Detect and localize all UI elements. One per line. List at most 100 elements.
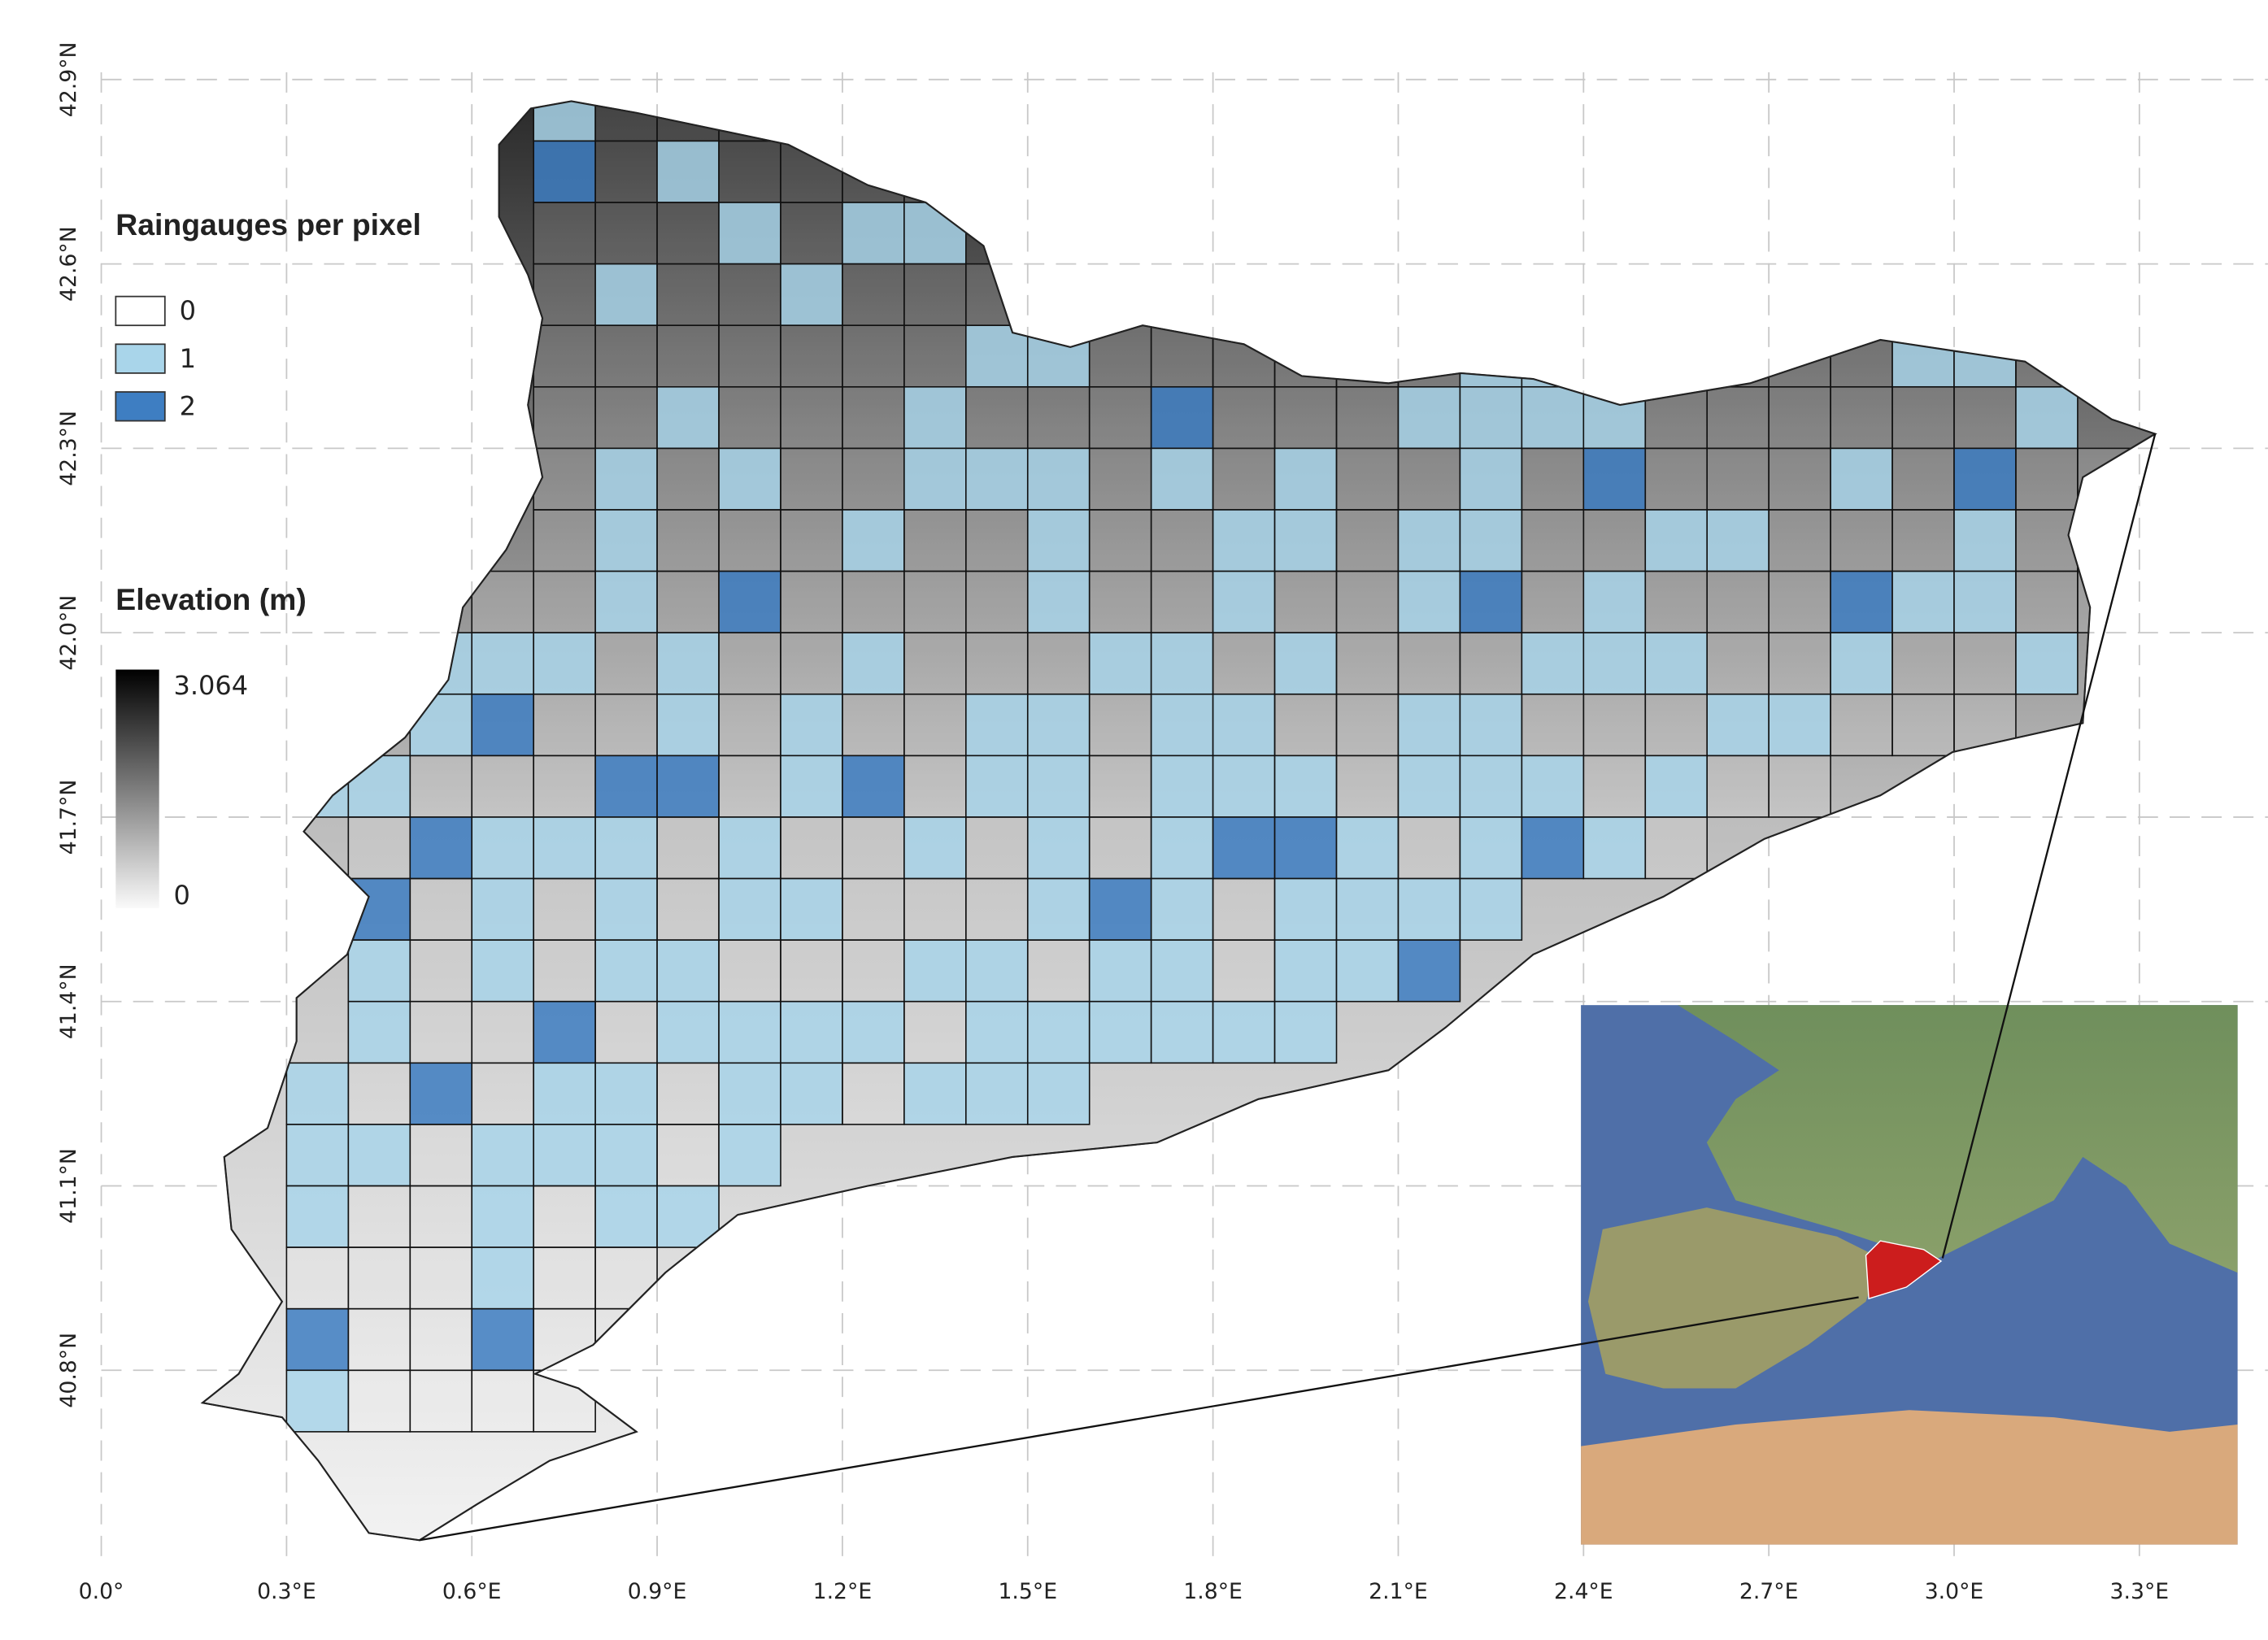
raingauge-cell — [903, 693, 967, 757]
raingauge-cell — [1582, 693, 1647, 757]
raingauge-cell — [1397, 509, 1461, 572]
raingauge-cell — [1706, 385, 1770, 450]
raingauge-cell — [1891, 447, 1955, 511]
raingauge-cell — [1644, 509, 1709, 572]
raingauge-cell — [903, 1000, 967, 1064]
raingauge-cell — [1150, 263, 1214, 326]
raingauge-cell — [594, 816, 658, 880]
raingauge-cell — [1026, 263, 1090, 326]
raingauge-cell — [903, 263, 967, 326]
raingauge-cell — [1397, 385, 1461, 450]
raingauge-cell — [1768, 324, 1831, 388]
raingauge-cell — [842, 324, 905, 388]
raingauge-cell — [656, 385, 720, 450]
raingauge-cell — [1150, 570, 1214, 633]
raingauge-cell — [1644, 632, 1709, 695]
raingauge-cell — [656, 939, 720, 1003]
legend-swatch — [115, 343, 166, 374]
raingauge-cell — [1026, 877, 1090, 941]
class-legend: 0 1 2 — [115, 295, 196, 422]
raingauge-cell — [780, 263, 843, 326]
raingauge-cell — [1273, 385, 1338, 450]
raingauge-cell — [347, 1307, 411, 1372]
raingauge-cell — [965, 816, 1029, 880]
raingauge-cell — [1953, 632, 2017, 695]
raingauge-cell — [656, 447, 720, 511]
raingauge-cell — [780, 509, 843, 572]
raingauge-cell — [1830, 693, 1893, 757]
raingauge-cell — [594, 1000, 658, 1064]
raingauge-cell — [1953, 693, 2017, 757]
raingauge-cell — [1150, 755, 1214, 818]
raingauge-cell — [1212, 755, 1276, 818]
raingauge-cell — [780, 877, 843, 941]
raingauge-cell — [965, 570, 1029, 633]
raingauge-cell — [656, 755, 720, 818]
raingauge-cell — [1088, 693, 1152, 757]
raingauge-cell — [1026, 570, 1090, 633]
raingauge-cell — [471, 570, 534, 633]
raingauge-cell — [1521, 509, 1585, 572]
legend-title: Raingauges per pixel — [115, 207, 421, 241]
raingauge-cell — [2015, 324, 2079, 388]
raingauge-cell — [533, 101, 596, 142]
raingauge-cell — [1026, 385, 1090, 450]
raingauge-cell — [285, 1124, 350, 1187]
raingauge-cell — [1150, 385, 1214, 450]
raingauge-cell — [842, 632, 905, 695]
raingauge-cell — [1768, 755, 1831, 818]
raingauge-cell — [1335, 324, 1400, 388]
raingauge-cell — [965, 755, 1029, 818]
raingauge-cell — [780, 101, 843, 142]
raingauge-cell — [1273, 632, 1338, 695]
raingauge-cell — [1026, 509, 1090, 572]
raingauge-cell — [1150, 509, 1214, 572]
raingauge-cell — [1397, 693, 1461, 757]
raingauge-cell — [965, 1000, 1029, 1064]
raingauge-cell — [1768, 385, 1831, 450]
raingauge-cell — [1212, 632, 1276, 695]
raingauge-cell — [1521, 324, 1585, 388]
raingauge-cell — [1644, 570, 1709, 633]
raingauge-cell — [1459, 447, 1523, 511]
raingauge-cell — [347, 939, 411, 1003]
raingauge-cell — [1212, 509, 1276, 572]
raingauge-cell — [965, 447, 1029, 511]
raingauge-cell — [471, 693, 534, 757]
raingauge-cell — [1830, 324, 1893, 388]
raingauge-cell — [1088, 877, 1152, 941]
raingauge-cell — [780, 755, 843, 818]
raingauge-cell — [1212, 939, 1276, 1003]
locator-line — [419, 1296, 1859, 1542]
raingauge-cell — [842, 1000, 905, 1064]
raingauge-cell — [718, 385, 781, 450]
raingauge-cell — [1706, 447, 1770, 511]
raingauge-cell — [533, 263, 596, 326]
inset-europe — [1678, 1005, 2238, 1273]
raingauge-cell — [533, 509, 596, 572]
raingauge-cell — [1582, 509, 1647, 572]
raingauge-cell — [533, 632, 596, 695]
raingauge-cell — [780, 1000, 843, 1064]
raingauge-cell — [718, 140, 781, 203]
raingauge-cell — [1150, 816, 1214, 880]
x-tick-label: 3.3°E — [2110, 1579, 2170, 1604]
raingauge-cell — [1026, 1000, 1090, 1064]
raingauge-cell — [718, 755, 781, 818]
raingauge-cell — [471, 1307, 534, 1372]
raingauge-cell — [533, 877, 596, 941]
raingauge-cell — [1026, 939, 1090, 1003]
raingauge-cell — [533, 1185, 596, 1248]
raingauge-cell — [965, 877, 1029, 941]
raingauge-cell — [965, 693, 1029, 757]
raingauge-cell — [718, 939, 781, 1003]
raingauge-cell — [347, 877, 411, 941]
raingauge-cell — [656, 263, 720, 326]
raingauge-cell — [1088, 816, 1152, 880]
raingauge-cell — [1273, 939, 1338, 1003]
raingauge-cell — [1459, 816, 1523, 880]
x-tick-label: 0.3°E — [257, 1579, 316, 1604]
legend-swatch — [115, 295, 166, 327]
